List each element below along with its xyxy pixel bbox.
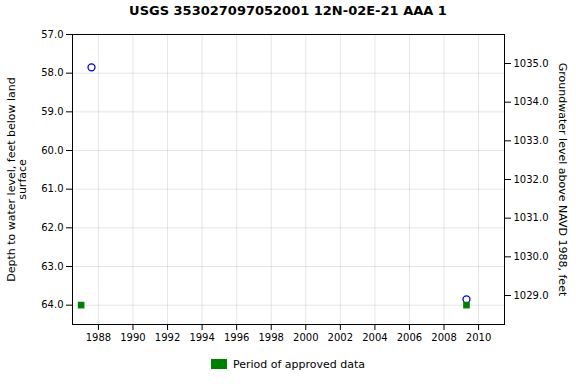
svg-text:1990: 1990 <box>120 332 145 343</box>
svg-text:2004: 2004 <box>362 332 387 343</box>
svg-text:62.0: 62.0 <box>41 222 63 233</box>
svg-text:60.0: 60.0 <box>41 145 63 156</box>
svg-text:59.0: 59.0 <box>41 106 63 117</box>
svg-text:61.0: 61.0 <box>41 183 63 194</box>
svg-text:63.0: 63.0 <box>41 261 63 272</box>
svg-text:Groundwater level above NAVD 1: Groundwater level above NAVD 1988, feet <box>556 63 569 297</box>
svg-text:58.0: 58.0 <box>41 67 63 78</box>
svg-text:57.0: 57.0 <box>41 29 63 40</box>
svg-text:1030.0: 1030.0 <box>514 251 549 262</box>
svg-text:2000: 2000 <box>293 332 318 343</box>
svg-text:2002: 2002 <box>328 332 353 343</box>
svg-text:1998: 1998 <box>258 332 283 343</box>
svg-text:1994: 1994 <box>189 332 214 343</box>
svg-text:1029.0: 1029.0 <box>514 290 549 301</box>
svg-text:2006: 2006 <box>397 332 422 343</box>
svg-text:1988: 1988 <box>86 332 111 343</box>
svg-text:1033.0: 1033.0 <box>514 135 549 146</box>
svg-text:1996: 1996 <box>224 332 249 343</box>
svg-text:1031.0: 1031.0 <box>514 212 549 223</box>
svg-text:2008: 2008 <box>431 332 456 343</box>
html-text:Period of approved data: Period of approved data <box>232 357 366 371</box>
svg-text:2010: 2010 <box>466 332 491 343</box>
svg-text:1992: 1992 <box>155 332 180 343</box>
svg-text:1034.0: 1034.0 <box>514 96 549 107</box>
svg-text:1032.0: 1032.0 <box>514 174 549 185</box>
svg-text:1035.0: 1035.0 <box>514 58 549 69</box>
html-text:USGS 353027097052001 12N-02E-2: USGS 353027097052001 12N-02E-21 AAA 1 <box>129 3 447 18</box>
svg-text:Depth to water level, feet bel: Depth to water level, feet below landsur… <box>5 77 29 282</box>
svg-text:64.0: 64.0 <box>41 299 63 310</box>
